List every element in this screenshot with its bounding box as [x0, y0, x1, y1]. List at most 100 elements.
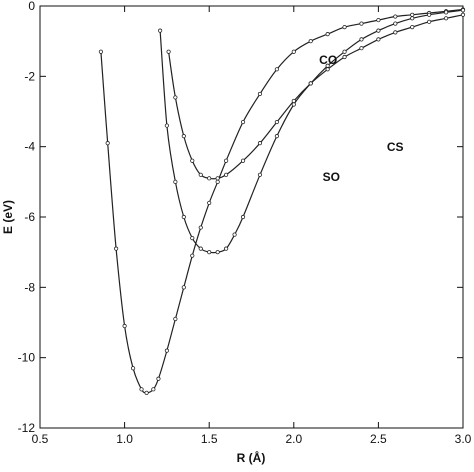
series-annotations: CO SO CS	[319, 53, 403, 184]
data-point-cs	[257, 141, 263, 146]
data-point-co	[359, 21, 364, 26]
data-point-cs	[224, 172, 229, 177]
x-tick-label: 1.0	[116, 432, 133, 446]
data-point-cs	[308, 81, 313, 86]
x-tick-label: 3.0	[455, 432, 472, 446]
plot-frame	[39, 5, 464, 429]
data-point-so	[393, 21, 398, 26]
data-point-co	[151, 387, 156, 392]
data-point-co	[308, 39, 313, 44]
data-point-so	[443, 10, 449, 15]
data-point-co	[156, 376, 161, 381]
data-point-co	[257, 91, 263, 97]
data-point-so	[198, 246, 203, 251]
data-point-cs	[342, 54, 347, 60]
series-line-cs	[168, 14, 464, 180]
data-point-so	[207, 250, 212, 255]
y-axis-label: E (eV)	[1, 200, 15, 234]
data-point-co	[207, 200, 212, 206]
data-point-cs	[240, 158, 246, 163]
data-point-so	[359, 37, 364, 42]
data-point-cs	[207, 176, 212, 181]
x-tick-label: 0.5	[32, 432, 49, 446]
y-tick-label: -4	[24, 140, 35, 154]
y-tick-label: -10	[18, 351, 36, 365]
y-tick-label: -12	[18, 421, 36, 435]
data-point-co	[325, 32, 330, 37]
x-tick-label: 2.0	[285, 432, 302, 446]
data-point-co	[130, 366, 136, 371]
series-label-co: CO	[319, 53, 337, 67]
data-point-co	[215, 179, 220, 184]
series-line-co	[100, 8, 464, 394]
data-point-co	[393, 14, 398, 19]
data-point-co	[376, 17, 381, 23]
data-point-cs	[393, 30, 398, 35]
data-point-co	[122, 323, 127, 329]
series-markers	[98, 7, 466, 395]
series-label-so: SO	[323, 170, 340, 184]
data-point-so	[291, 102, 296, 107]
data-point-so	[173, 179, 178, 184]
y-tick-label: -2	[24, 69, 35, 83]
data-point-so	[190, 236, 195, 241]
y-tick-label: -6	[24, 210, 35, 224]
data-point-cs	[274, 119, 279, 125]
data-point-so	[181, 214, 186, 220]
data-point-co	[291, 49, 296, 54]
axis-ticks: 0.5 1.0 1.5 2.0 2.5 3.0 0 -2 -4 -6 -8 -10 -12	[18, 0, 472, 446]
data-point-co	[173, 316, 178, 322]
series-line-so	[159, 9, 464, 254]
data-point-co	[139, 387, 144, 392]
data-point-cs	[359, 46, 364, 51]
y-tick-label: 0	[28, 0, 35, 13]
data-point-co	[410, 12, 415, 17]
data-point-cs	[291, 98, 296, 104]
data-point-cs	[173, 95, 178, 100]
data-point-so	[410, 16, 415, 21]
data-point-co	[144, 390, 149, 395]
data-point-co	[164, 348, 169, 353]
data-point-so	[232, 232, 237, 237]
x-axis-label: R (Å)	[237, 450, 266, 465]
data-point-so	[158, 28, 163, 33]
data-point-co	[240, 119, 246, 125]
data-point-cs	[181, 134, 186, 139]
data-point-co	[198, 225, 203, 230]
data-point-cs	[166, 49, 171, 54]
data-point-so	[224, 246, 229, 251]
data-point-so	[274, 134, 279, 139]
data-point-cs	[376, 37, 381, 42]
x-tick-label: 1.5	[201, 432, 218, 446]
data-point-cs	[215, 176, 220, 181]
data-point-co	[224, 158, 229, 163]
data-point-so	[164, 123, 169, 128]
data-point-co	[114, 246, 119, 251]
series-label-cs: CS	[387, 140, 404, 154]
data-point-cs	[443, 16, 449, 21]
data-point-cs	[190, 158, 195, 163]
data-point-co	[98, 49, 104, 54]
data-point-so	[342, 49, 347, 54]
x-tick-label: 2.5	[370, 432, 387, 446]
data-point-so	[215, 250, 220, 255]
data-point-co	[181, 285, 186, 290]
data-point-cs	[198, 172, 203, 177]
data-point-so	[427, 12, 432, 17]
data-point-so	[240, 214, 246, 220]
data-point-co	[105, 141, 110, 146]
data-point-so	[460, 8, 466, 13]
data-point-co	[274, 67, 279, 72]
data-point-co	[342, 24, 347, 30]
data-point-so	[376, 28, 381, 33]
data-point-cs	[460, 12, 466, 17]
data-point-cs	[325, 67, 330, 72]
data-point-cs	[427, 19, 432, 24]
data-point-cs	[410, 24, 415, 30]
y-tick-label: -8	[24, 280, 35, 294]
data-point-so	[257, 172, 263, 177]
data-point-co	[190, 253, 195, 258]
series-curves	[100, 8, 464, 394]
